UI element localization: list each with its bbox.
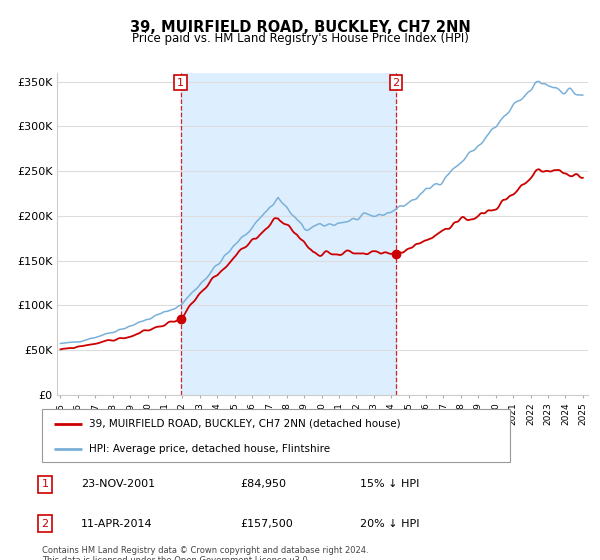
Text: £84,950: £84,950	[240, 479, 286, 489]
Text: 23-NOV-2001: 23-NOV-2001	[81, 479, 155, 489]
Text: 20% ↓ HPI: 20% ↓ HPI	[360, 519, 419, 529]
Bar	[181, 73, 396, 395]
Text: HPI: Average price, detached house, Flintshire: HPI: Average price, detached house, Flin…	[89, 444, 330, 454]
Text: 1: 1	[177, 78, 184, 87]
Text: 39, MUIRFIELD ROAD, BUCKLEY, CH7 2NN: 39, MUIRFIELD ROAD, BUCKLEY, CH7 2NN	[130, 20, 470, 35]
Text: 15% ↓ HPI: 15% ↓ HPI	[360, 479, 419, 489]
Text: Price paid vs. HM Land Registry's House Price Index (HPI): Price paid vs. HM Land Registry's House …	[131, 32, 469, 45]
Text: 11-APR-2014: 11-APR-2014	[81, 519, 152, 529]
Text: Contains HM Land Registry data © Crown copyright and database right 2024.
This d: Contains HM Land Registry data © Crown c…	[42, 546, 368, 560]
Text: 2: 2	[392, 78, 400, 87]
Text: £157,500: £157,500	[240, 519, 293, 529]
Text: 39, MUIRFIELD ROAD, BUCKLEY, CH7 2NN (detached house): 39, MUIRFIELD ROAD, BUCKLEY, CH7 2NN (de…	[89, 419, 400, 429]
FancyBboxPatch shape	[42, 409, 510, 462]
Text: 2: 2	[41, 519, 49, 529]
Text: 1: 1	[41, 479, 49, 489]
